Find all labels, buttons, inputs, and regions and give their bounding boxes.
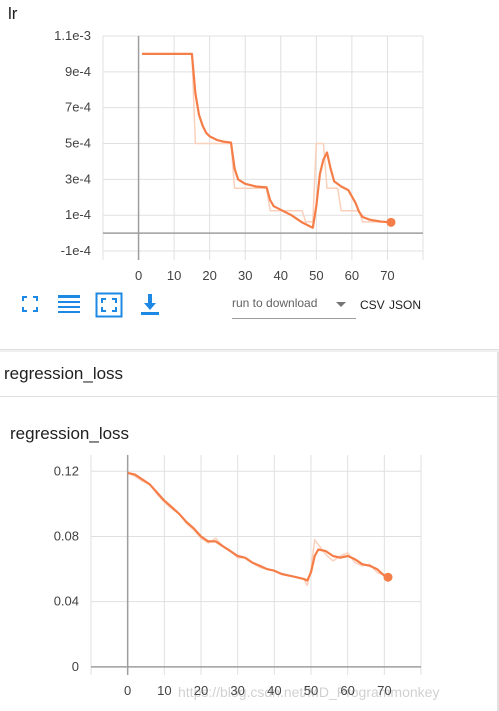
chart-toolbar: run to download CSV JSON — [0, 288, 499, 324]
lr-ytick-label: 1e-4 — [65, 207, 91, 222]
loss-xtick-label: 70 — [377, 683, 391, 698]
group-header-label: regression_loss — [4, 364, 124, 383]
lr-last-point — [386, 217, 396, 227]
lr-ytick-label: 5e-4 — [65, 136, 91, 151]
lr-ytick-label: 7e-4 — [65, 100, 91, 115]
download-icon[interactable] — [138, 292, 162, 321]
lr-xtick-label: 20 — [202, 268, 216, 283]
loss-xtick-label: 30 — [230, 683, 244, 698]
loss-ytick-label: 0.08 — [54, 528, 79, 543]
loss-xtick-label: 0 — [124, 683, 131, 698]
chart-card-border — [0, 397, 499, 711]
lr-xtick-label: 30 — [238, 268, 252, 283]
lr-ytick-label: -1e-4 — [61, 243, 91, 258]
loss-ytick-label: 0.12 — [54, 463, 79, 478]
json-link[interactable]: JSON — [389, 298, 422, 312]
csv-link[interactable]: CSV — [360, 298, 385, 312]
divider-shadow — [0, 350, 499, 352]
lr-xtick-label: 0 — [135, 268, 142, 283]
loss-series-raw — [127, 472, 389, 587]
loss-series-smoothed — [127, 471, 389, 582]
log-scale-icon[interactable] — [56, 292, 82, 321]
lr-series-raw — [142, 53, 391, 223]
chart-title-regression-loss: regression_loss — [10, 424, 130, 443]
loss-xtick-label: 10 — [157, 683, 171, 698]
lr-xtick-label: 60 — [345, 268, 359, 283]
group-header-regression-loss[interactable]: regression_loss — [0, 352, 499, 397]
lr-xtick-label: 10 — [167, 268, 181, 283]
lr-xtick-label: 40 — [274, 268, 288, 283]
loss-ytick-label: 0.04 — [54, 594, 79, 609]
lr-chart[interactable]: 1.1e-3 9e-4 7e-4 5e-4 3e-4 1e-4 -1e-4 0 10 20 30 40… — [0, 30, 499, 288]
lr-xtick-label: 50 — [309, 268, 323, 283]
loss-xtick-label: 40 — [267, 683, 281, 698]
regression-loss-chart[interactable]: 0.12 0.08 0.04 0 0 10 20 30 40 50 60 70 — [0, 440, 499, 711]
expand-chart-icon[interactable] — [95, 292, 123, 323]
lr-ytick-label: 1.1e-3 — [54, 30, 91, 43]
lr-series-smoothed — [142, 52, 392, 229]
run-download-select[interactable]: run to download — [232, 290, 356, 319]
run-download-label: run to download — [232, 296, 318, 310]
loss-ytick-label: 0 — [72, 659, 79, 674]
loss-xtick-label: 20 — [194, 683, 208, 698]
lr-ytick-label: 3e-4 — [65, 171, 91, 186]
loss-last-point — [383, 572, 393, 582]
lr-ytick-label: 9e-4 — [65, 64, 91, 79]
loss-xtick-label: 50 — [304, 683, 318, 698]
divider — [0, 349, 499, 350]
fit-domain-icon[interactable] — [18, 292, 42, 321]
chevron-down-icon — [336, 302, 346, 307]
loss-xtick-label: 60 — [340, 683, 354, 698]
watermark: https://blog.csdn.net/MD_Programmonkey — [178, 684, 440, 700]
chart-title-lr: lr — [8, 4, 18, 23]
lr-xtick-label: 70 — [380, 268, 394, 283]
